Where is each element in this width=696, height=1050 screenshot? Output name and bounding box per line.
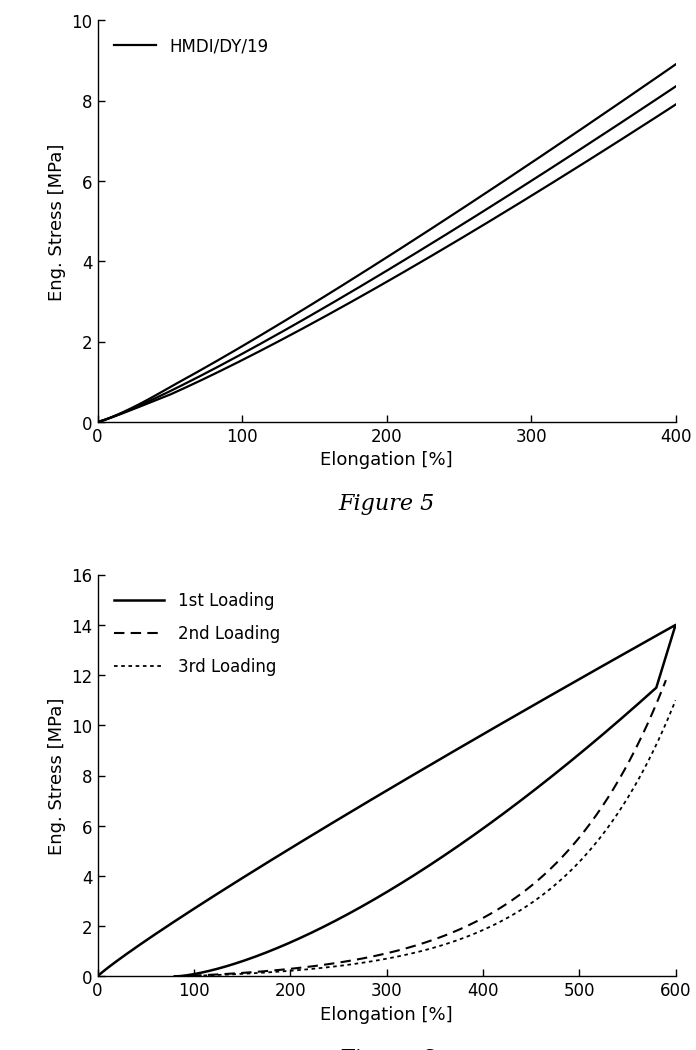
1st Loading bbox=[93, 970, 102, 983]
2nd Loading bbox=[593, 807, 601, 820]
X-axis label: Elongation [%]: Elongation [%] bbox=[320, 1005, 452, 1023]
Legend: 1st Loading, 2nd Loading, 3rd Loading: 1st Loading, 2nd Loading, 3rd Loading bbox=[106, 584, 288, 684]
X-axis label: Elongation [%]: Elongation [%] bbox=[320, 450, 452, 469]
2nd Loading bbox=[455, 923, 464, 936]
Line: 3rd Loading: 3rd Loading bbox=[175, 700, 675, 976]
2nd Loading bbox=[483, 909, 491, 922]
3rd Loading bbox=[201, 969, 209, 982]
2nd Loading bbox=[171, 970, 179, 983]
Legend: HMDI/DY/19: HMDI/DY/19 bbox=[106, 29, 276, 64]
Line: 1st Loading: 1st Loading bbox=[97, 625, 675, 976]
Line: 2nd Loading: 2nd Loading bbox=[175, 680, 665, 976]
3rd Loading bbox=[489, 919, 498, 931]
2nd Loading bbox=[200, 969, 209, 982]
1st Loading bbox=[635, 697, 643, 710]
2nd Loading bbox=[468, 917, 477, 929]
Text: Figure 6: Figure 6 bbox=[338, 1047, 434, 1050]
1st Loading bbox=[343, 908, 351, 921]
3rd Loading bbox=[461, 931, 469, 944]
3rd Loading bbox=[171, 970, 179, 983]
3rd Loading bbox=[550, 879, 558, 891]
1st Loading bbox=[171, 970, 179, 983]
2nd Loading bbox=[543, 865, 551, 878]
Y-axis label: Eng. Stress [MPa]: Eng. Stress [MPa] bbox=[48, 143, 66, 300]
3rd Loading bbox=[601, 824, 610, 837]
1st Loading bbox=[475, 825, 483, 838]
3rd Loading bbox=[474, 926, 482, 939]
2nd Loading bbox=[661, 674, 670, 687]
1st Loading bbox=[671, 618, 679, 631]
1st Loading bbox=[510, 710, 519, 722]
3rd Loading bbox=[671, 694, 679, 707]
Y-axis label: Eng. Stress [MPa]: Eng. Stress [MPa] bbox=[48, 697, 66, 855]
Text: Figure 5: Figure 5 bbox=[338, 492, 434, 514]
1st Loading bbox=[256, 948, 264, 961]
1st Loading bbox=[248, 951, 256, 964]
